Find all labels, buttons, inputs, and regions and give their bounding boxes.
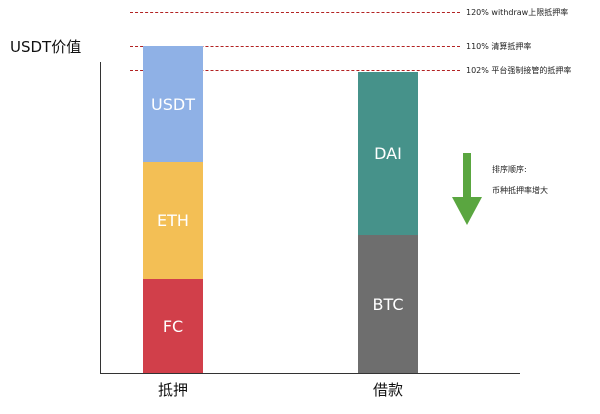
category-label-collateral: 抵押 [157, 381, 188, 399]
y-axis [100, 62, 101, 374]
ref-label-withdraw: 120% withdraw上限抵押率 [466, 8, 569, 17]
down-arrow-icon [452, 153, 482, 225]
ref-line-liquidation [130, 46, 460, 47]
collateral-segment-usdt: USDT [143, 46, 203, 162]
sort-note-desc: 币种抵押率增大 [492, 186, 548, 195]
borrow-segment-dai: DAI [358, 72, 418, 235]
ref-label-forced-takeover: 102% 平台强制接管的抵押率 [466, 66, 572, 75]
collateral-segment-eth: ETH [143, 162, 203, 279]
ref-line-forced-takeover [130, 70, 460, 71]
collateral-segment-fc: FC [143, 279, 203, 373]
category-label-borrow: 借款 [372, 381, 403, 399]
x-axis [100, 373, 520, 374]
ref-line-withdraw [130, 12, 460, 13]
sort-note-title: 排序顺序: [492, 165, 527, 174]
borrow-segment-btc: BTC [358, 235, 418, 373]
ref-label-liquidation: 110% 清算抵押率 [466, 42, 532, 51]
y-axis-title: USDT价值 [10, 38, 82, 56]
